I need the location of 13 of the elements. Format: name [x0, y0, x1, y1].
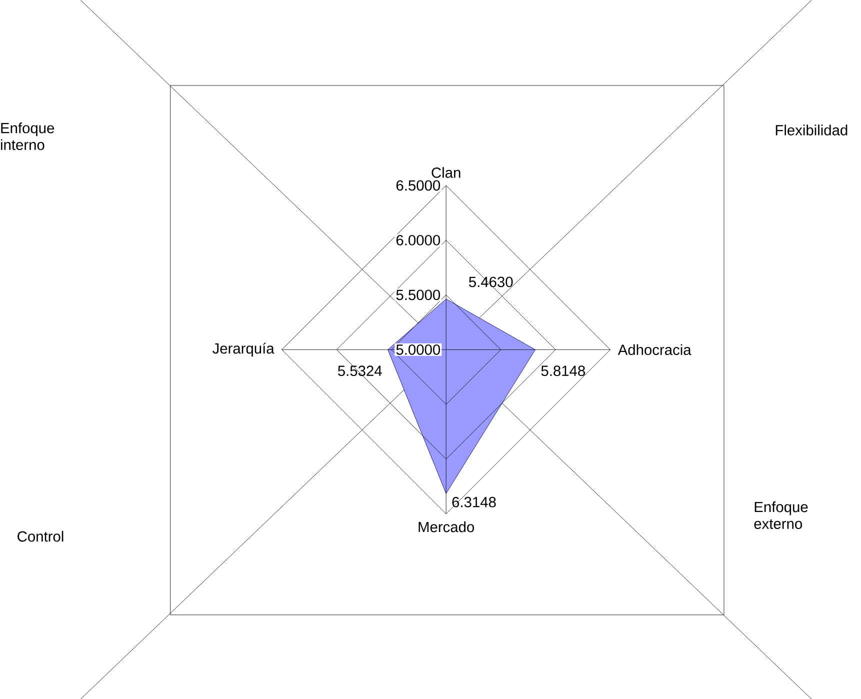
data-label: 5.8148	[541, 365, 585, 376]
y-tick-label: 5.0000	[396, 344, 440, 355]
spoke-label: Jerarquía	[212, 342, 274, 356]
spoke-label: Mercado	[418, 521, 474, 532]
spoke-label: Clan	[432, 166, 460, 178]
text: Flexibilidad	[776, 124, 848, 136]
text: Enfoque externo	[754, 501, 808, 529]
text: Enfoque interno	[0, 122, 54, 150]
y-tick-label: 5.5000	[396, 290, 440, 300]
y-tick-label: 6.5000	[396, 180, 440, 190]
text: Control	[18, 530, 64, 542]
spoke-label: Adhocracia	[618, 344, 692, 355]
y-tick-label: 6.0000	[396, 234, 440, 246]
